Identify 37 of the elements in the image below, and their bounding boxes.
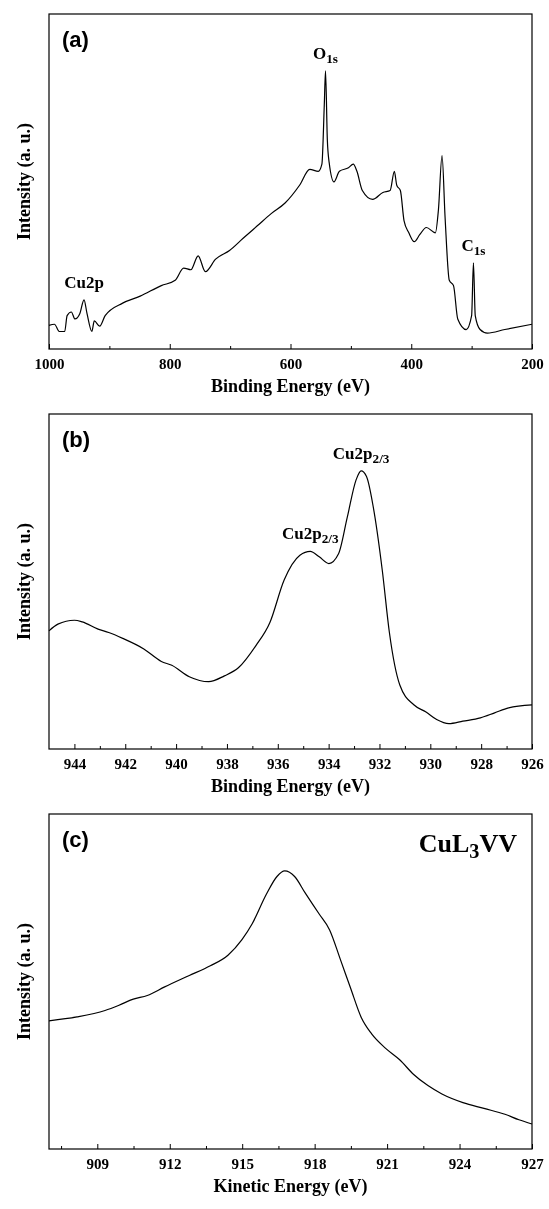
x-axis-title: Binding Energy (eV) xyxy=(210,376,371,397)
x-tick-label: 918 xyxy=(303,1155,327,1172)
x-tick-label: 934 xyxy=(317,755,341,772)
x-tick-label: 924 xyxy=(448,1155,472,1172)
chart-title: (c) xyxy=(62,827,89,852)
x-tick-label: 912 xyxy=(159,1155,182,1172)
x-tick-label: 938 xyxy=(216,755,239,772)
x-axis-title: Binding Energy (eV) xyxy=(210,776,371,797)
text: CuL$_{3}$VV xyxy=(418,829,518,862)
x-tick-label: 926 xyxy=(521,755,545,772)
x-tick-label: 921 xyxy=(376,1155,399,1172)
x-tick-label: 936 xyxy=(267,755,291,772)
x-tick-label: 909 xyxy=(86,1155,110,1172)
x-tick-label: 800 xyxy=(159,355,182,372)
x-tick-label: 930 xyxy=(419,755,443,772)
x-tick-label: 932 xyxy=(368,755,392,772)
y-axis-title: Intensity (a. u.) xyxy=(14,522,35,641)
chart-title: (a) xyxy=(62,27,89,52)
y-axis-title: Intensity (a. u.) xyxy=(14,122,35,241)
annotation: Cu2p$_{2/3}$ xyxy=(282,524,340,547)
x-tick-label: 944 xyxy=(63,755,87,772)
x-tick-label: 928 xyxy=(470,755,493,772)
x-tick-label: 927 xyxy=(521,1155,545,1172)
annotation: O$_{1s}$ xyxy=(313,43,339,66)
x-axis-title: Kinetic Energy (eV) xyxy=(213,1176,368,1197)
x-tick-label: 940 xyxy=(165,755,188,772)
x-tick-label: 600 xyxy=(279,355,303,372)
annotation: Cu2p$_{2/3}$ xyxy=(332,443,390,466)
y-axis-title: Intensity (a. u.) xyxy=(14,922,35,1041)
annotation: C$_{1s}$ xyxy=(461,235,486,258)
x-tick-label: 915 xyxy=(231,1155,254,1172)
x-tick-label: 1000 xyxy=(34,355,65,372)
annotation: Cu2p xyxy=(64,272,104,292)
chart-title: (b) xyxy=(62,427,91,452)
x-tick-label: 400 xyxy=(400,355,423,372)
x-tick-label: 200 xyxy=(521,355,544,372)
x-tick-label: 942 xyxy=(114,755,138,772)
